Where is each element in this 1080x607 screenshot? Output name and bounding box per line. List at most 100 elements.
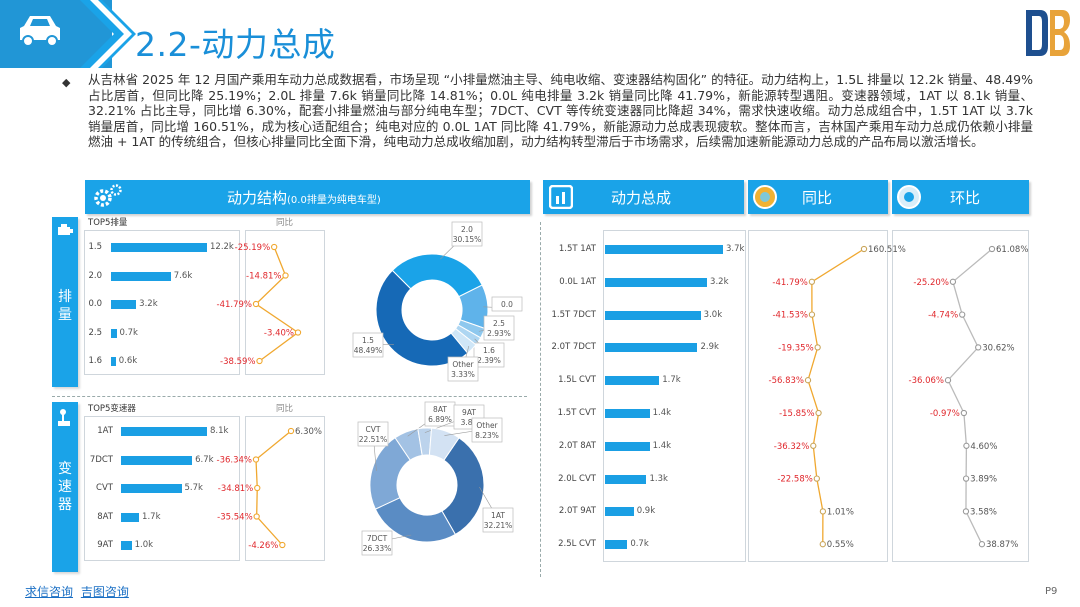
line-point-label: -41.53% bbox=[772, 311, 807, 321]
footer-links: 求信咨询 吉图咨询 bbox=[25, 583, 133, 600]
bar-mark bbox=[111, 271, 171, 281]
displacement-bar-panel bbox=[84, 230, 240, 375]
donut-label-box bbox=[482, 507, 514, 533]
donut-label-box bbox=[451, 221, 483, 247]
donut-slice-pct: 22.51% bbox=[359, 435, 388, 444]
bar-value-label: 7.6k bbox=[173, 270, 193, 281]
bar-mark bbox=[605, 474, 647, 484]
line-point bbox=[860, 245, 868, 253]
line-point bbox=[804, 377, 812, 384]
bar-category-label: 1AT bbox=[97, 426, 113, 436]
line-point bbox=[978, 541, 986, 548]
divider-vertical bbox=[540, 222, 541, 577]
donut-slice-label: CVT bbox=[366, 425, 381, 434]
bar-mark bbox=[605, 507, 634, 517]
donut-slice-label: 1.5 bbox=[362, 336, 374, 345]
bar-mark bbox=[111, 357, 116, 366]
bar-category-label: CVT bbox=[96, 483, 113, 493]
bar-value-label: 8.1k bbox=[210, 426, 229, 436]
bar-mark bbox=[605, 245, 723, 254]
bar-mark bbox=[605, 540, 628, 550]
bar-category-label: 1.5 bbox=[88, 242, 102, 252]
donut-label-box bbox=[471, 417, 503, 443]
bullet-icon: ◆ bbox=[62, 76, 71, 89]
line-point bbox=[279, 541, 286, 549]
bar-mark bbox=[121, 455, 193, 465]
bar-category-label: 2.0T 7DCT bbox=[551, 342, 597, 353]
donut-slice bbox=[428, 427, 460, 461]
displacement-yoy-title: 同比 bbox=[276, 218, 294, 228]
bar-category-label: 1.6 bbox=[88, 356, 102, 366]
section-structure-sub: (0.0排量为纯电车型) bbox=[287, 195, 381, 206]
donut-slice-pct: 32.21% bbox=[484, 521, 513, 530]
gear-shift-icon bbox=[58, 409, 70, 426]
page-number: P9 bbox=[1045, 586, 1058, 597]
yoy-circle-icon bbox=[753, 185, 777, 209]
donut-slice-label: 0.0 bbox=[501, 300, 513, 309]
donut-slice bbox=[391, 253, 483, 298]
side-label-displacement: 排量 bbox=[58, 289, 72, 323]
donut-slice-label: 1AT bbox=[491, 511, 505, 520]
line-point-label: 61.08% bbox=[996, 245, 1028, 255]
line-point-label: -35.54% bbox=[217, 513, 252, 523]
side-label-transmission: 变速器 bbox=[58, 461, 72, 513]
car-icon bbox=[20, 16, 60, 47]
line-point-label: -19.35% bbox=[778, 343, 813, 353]
line-point bbox=[815, 409, 822, 417]
section-structure-header: 动力结构(0.0排量为纯电车型) bbox=[85, 180, 530, 214]
line-point bbox=[254, 484, 261, 492]
line-point-label: 3.89% bbox=[970, 475, 997, 485]
bar-value-label: 3.2k bbox=[710, 276, 729, 287]
bar-category-label: 8AT bbox=[97, 511, 113, 522]
bar-value-label: 12.2k bbox=[210, 242, 234, 252]
section-powertrain-label: 动力总成 bbox=[611, 189, 672, 207]
side-band-displacement bbox=[52, 217, 78, 387]
line-point-label: -0.97% bbox=[930, 409, 960, 419]
bar-value-label: 1.0k bbox=[134, 540, 154, 550]
section-mom-label: 环比 bbox=[950, 189, 981, 207]
line-point-label: -56.83% bbox=[769, 376, 804, 386]
bar-value-label: 5.7k bbox=[184, 483, 203, 493]
donut-label-box bbox=[361, 530, 393, 556]
bar-mark bbox=[605, 376, 660, 386]
line-point bbox=[819, 508, 827, 515]
donut-label-box bbox=[352, 332, 384, 358]
bar-value-label: 3.7k bbox=[726, 244, 745, 254]
bar-value-label: 0.7k bbox=[630, 539, 649, 550]
donut-slice-pct: 48.49% bbox=[354, 346, 383, 355]
transmission-chart-title: TOP5变速器 bbox=[88, 404, 136, 414]
footer-link-2[interactable]: 吉图咨询 bbox=[80, 585, 129, 599]
bar-mark bbox=[121, 541, 132, 550]
bar-category-label: 0.0L 1AT bbox=[559, 276, 596, 287]
bar-mark bbox=[111, 300, 137, 309]
bar-mark bbox=[605, 343, 698, 353]
donut-label-box bbox=[424, 401, 456, 427]
line-point-label: -34.81% bbox=[218, 484, 253, 494]
line-series bbox=[807, 248, 865, 545]
donut-slice-pct: 8.23% bbox=[475, 431, 499, 440]
line-point bbox=[960, 409, 968, 417]
bar-mark bbox=[111, 328, 117, 338]
summary-text: 从吉林省 2025 年 12 月国产乘用车动力总成数据看，市场呈现 “小排量燃油… bbox=[88, 72, 1033, 150]
displacement-chart-title: TOP5排量 bbox=[88, 218, 128, 228]
donut-slice-label: 2.5 bbox=[493, 319, 505, 328]
bar-mark bbox=[121, 484, 182, 493]
donut-slice-pct: 3.83 bbox=[461, 418, 478, 427]
donut-slice bbox=[375, 269, 469, 367]
line-point-label: 38.87% bbox=[986, 540, 1018, 550]
header-chevron bbox=[80, 0, 136, 68]
bar-category-label: 1.5L CVT bbox=[558, 375, 596, 386]
footer-link-1[interactable]: 求信咨询 bbox=[25, 585, 74, 599]
bar-category-label: 2.5L CVT bbox=[558, 539, 596, 550]
bar-value-label: 1.7k bbox=[142, 511, 161, 522]
donut-slice-pct: 6.89% bbox=[428, 415, 452, 424]
line-point bbox=[808, 311, 816, 318]
bar-mark bbox=[605, 277, 708, 287]
line-point-label: -3.40% bbox=[264, 329, 294, 339]
line-point bbox=[988, 245, 996, 253]
line-point-label: -36.06% bbox=[909, 376, 944, 386]
line-point bbox=[252, 456, 260, 463]
